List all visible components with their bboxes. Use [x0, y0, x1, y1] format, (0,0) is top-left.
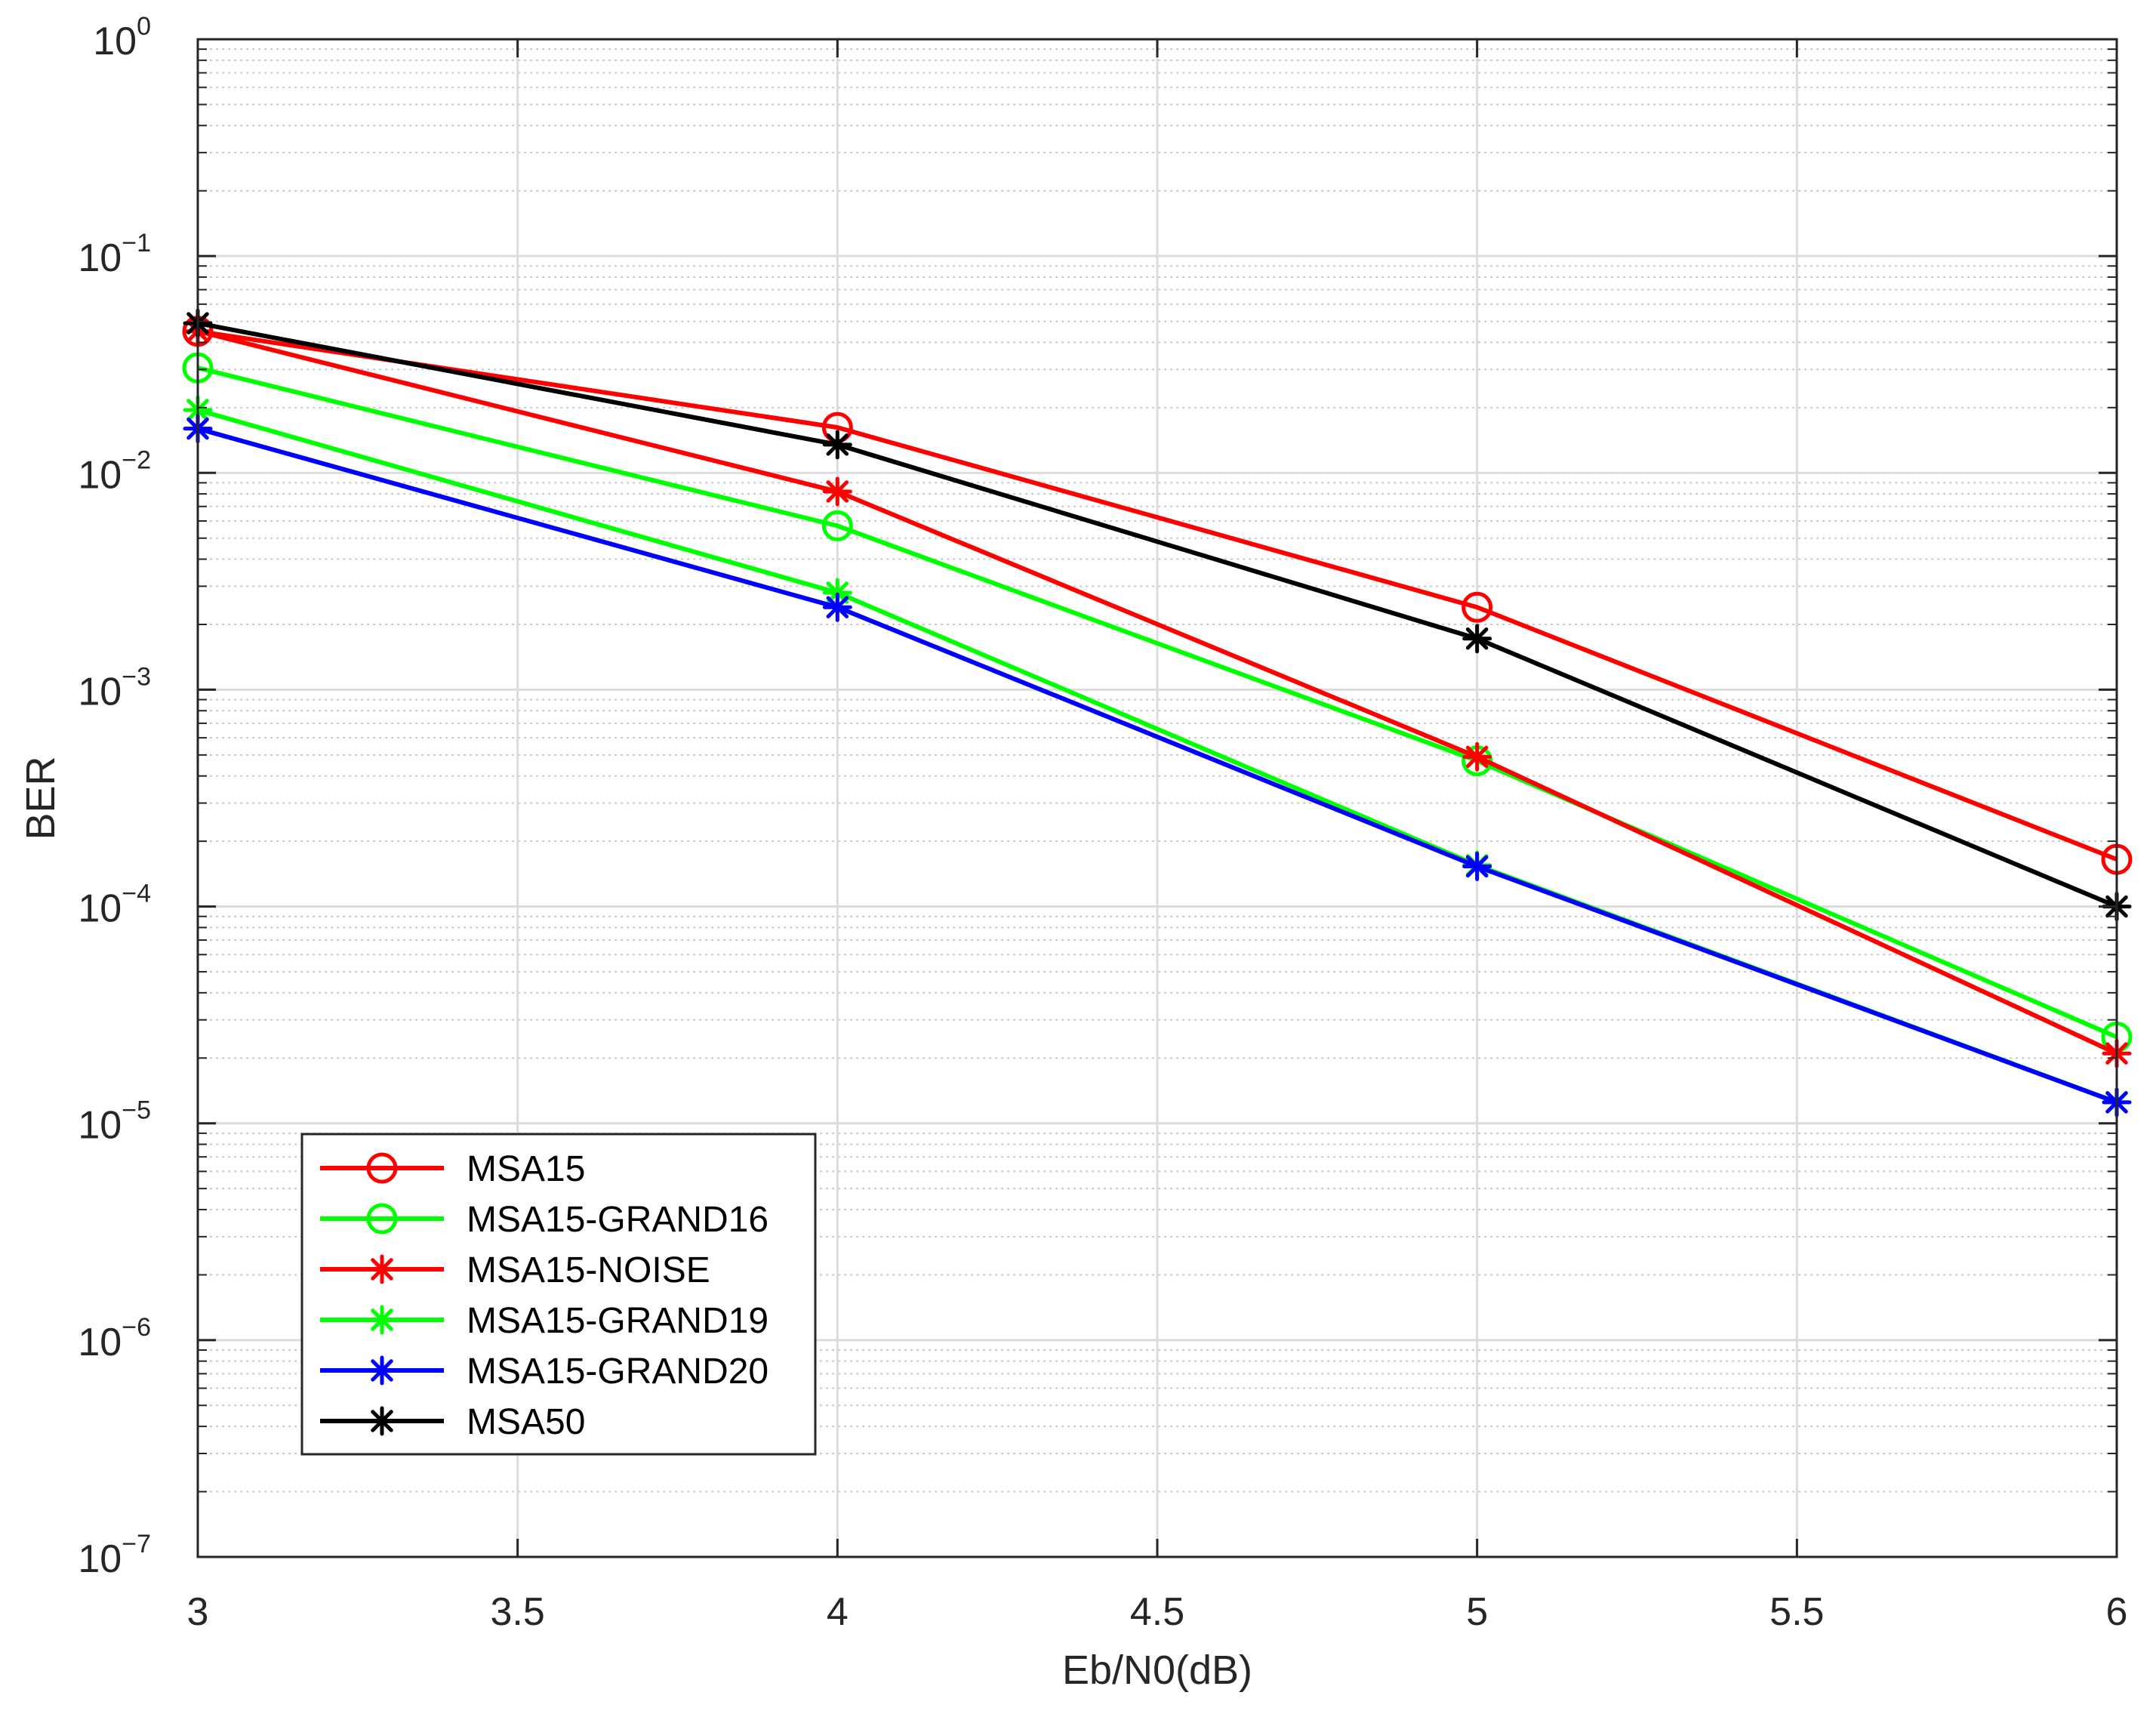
- y-tick-label-exponent: −6: [122, 1313, 151, 1342]
- y-tick-label-base: 10: [78, 453, 122, 497]
- data-point: [821, 510, 853, 541]
- series-line: [197, 328, 2118, 862]
- y-tick-label: 10−4: [78, 880, 151, 931]
- y-tick-label: 10−5: [78, 1096, 151, 1148]
- legend-item-msa15: MSA15: [320, 1149, 585, 1189]
- x-tick-label: 6: [2106, 1590, 2128, 1634]
- y-tick-label-base: 10: [78, 236, 122, 280]
- y-tick-label: 10−6: [78, 1313, 151, 1364]
- data-point: [1462, 741, 1492, 772]
- y-tick-label-base: 10: [93, 20, 137, 63]
- legend-marker: [367, 1305, 397, 1335]
- ticks: [196, 38, 2118, 1558]
- x-tick-label: 4.5: [1130, 1590, 1184, 1634]
- legend-marker: [367, 1254, 397, 1284]
- legend-box: [300, 1133, 817, 1456]
- y-tick-label-exponent: −5: [122, 1096, 151, 1125]
- y-tick-label-base: 10: [78, 1537, 122, 1581]
- legend-label: MSA50: [467, 1402, 585, 1442]
- y-tick-label: 10−3: [78, 662, 151, 714]
- series-line: [197, 321, 2118, 909]
- data-point: [822, 476, 852, 507]
- x-tick-label: 3: [187, 1590, 209, 1634]
- legend-item-msa15-grand16: MSA15-GRAND16: [320, 1200, 768, 1240]
- data-point: [822, 430, 852, 460]
- legend-label: MSA15-NOISE: [467, 1250, 710, 1290]
- y-tick-label-exponent: −1: [122, 229, 151, 257]
- y-tick-label-exponent: −3: [122, 662, 151, 691]
- y-tick-label: 10−7: [78, 1530, 151, 1581]
- data-point: [822, 592, 852, 622]
- legend-item-msa15-grand19: MSA15-GRAND19: [320, 1301, 768, 1341]
- legend: MSA15 MSA15-GRAND16 MSA15-NOISE MSA15-GRAND…: [300, 1133, 817, 1456]
- legend-label: MSA15: [467, 1149, 585, 1189]
- legend-label: MSA15-GRAND19: [467, 1301, 768, 1341]
- data-point: [1462, 852, 1492, 882]
- legend-marker: [367, 1355, 397, 1386]
- series-msa15-noise: [183, 316, 2132, 1068]
- series-line: [197, 426, 2118, 1105]
- y-tick-label-base: 10: [78, 1104, 122, 1148]
- y-axis-title: BER: [18, 756, 63, 840]
- data-point: [1461, 591, 1493, 623]
- x-tick-label: 4: [827, 1590, 849, 1634]
- y-tick-label-base: 10: [78, 670, 122, 714]
- y-tick-label-exponent: −2: [122, 445, 151, 474]
- legend-marker: [367, 1406, 397, 1436]
- series-line: [197, 365, 2118, 1040]
- legend-marker: [366, 1152, 398, 1184]
- y-tick-label: 100: [93, 12, 151, 63]
- legend-item-msa15-noise: MSA15-NOISE: [320, 1250, 710, 1290]
- series-line: [197, 328, 2118, 1056]
- legend-label: MSA15-GRAND16: [467, 1200, 768, 1240]
- x-tick-label: 3.5: [491, 1590, 545, 1634]
- y-tick-label-exponent: −4: [122, 880, 151, 908]
- y-tick-label: 10−2: [78, 445, 151, 497]
- x-tick-label: 5.5: [1769, 1590, 1824, 1634]
- y-tick-label-exponent: 0: [137, 12, 151, 41]
- x-tick-label: 5: [1466, 1590, 1488, 1634]
- y-tick-label: 10−1: [78, 229, 151, 280]
- legend-item-msa15-grand20: MSA15-GRAND20: [320, 1352, 768, 1392]
- x-axis-title: Eb/N0(dB): [1062, 1648, 1252, 1693]
- y-tick-label-base: 10: [78, 1321, 122, 1364]
- legend-item-msa50: MSA50: [320, 1402, 585, 1442]
- legend-marker: [366, 1203, 398, 1235]
- legend-label: MSA15-GRAND20: [467, 1352, 768, 1392]
- y-tick-label-base: 10: [78, 887, 122, 931]
- y-tick-label-exponent: −7: [122, 1530, 151, 1558]
- data-point: [1462, 624, 1492, 654]
